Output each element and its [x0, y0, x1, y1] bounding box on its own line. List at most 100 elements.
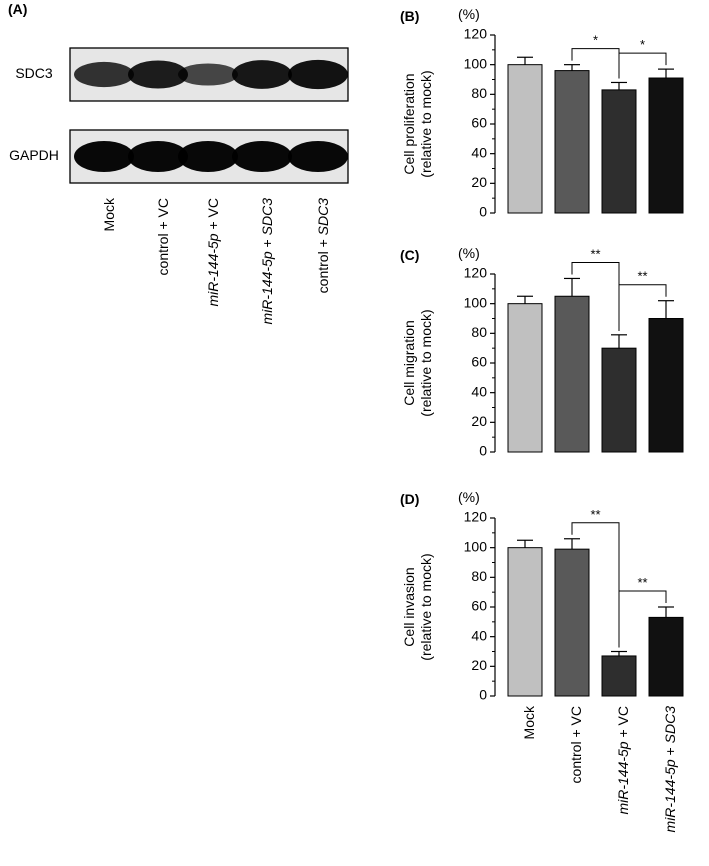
- blot-band: [178, 63, 238, 86]
- blot-sdc3: [69, 47, 349, 102]
- significance-bracket: [571, 522, 620, 648]
- chart-d: (D) (%) 0 20 40 60 80 100 120 Cell invasion(relat…: [400, 489, 684, 703]
- y-tick-label: 80: [471, 324, 487, 340]
- label-segment: +: [259, 235, 275, 251]
- label-segment: miR-144-5p: [205, 233, 221, 306]
- y-tick-label: 20: [471, 657, 487, 673]
- y-tick-label: 120: [464, 26, 488, 42]
- label-segment: + VC: [205, 198, 221, 233]
- label-segment: Mock: [521, 705, 537, 739]
- chart-b: (B) (%) 0 20 40 60 80 100 120 Cell proliferation(…: [400, 6, 684, 220]
- y-tick-label: 120: [464, 509, 488, 525]
- panel-label-a: (A): [8, 1, 27, 17]
- blot-band: [288, 140, 348, 173]
- bar: [507, 547, 543, 697]
- label-segment: SDC3: [315, 198, 331, 236]
- lane-label: control + SDC3: [315, 198, 331, 294]
- blot-band: [74, 61, 134, 88]
- panel-label: (C): [400, 247, 419, 263]
- panel-label: (B): [400, 8, 419, 24]
- y-tick-label: 80: [471, 85, 487, 101]
- bar: [601, 655, 637, 697]
- label-segment: Mock: [101, 197, 117, 231]
- significance-label: **: [590, 507, 600, 522]
- y-tick-label: 100: [464, 294, 488, 310]
- y-tick-label: 0: [479, 204, 487, 220]
- y-axis-label-line: (relative to mock): [418, 70, 434, 177]
- lane-label: miR-144-5p + SDC3: [259, 198, 275, 325]
- significance-label: **: [590, 246, 600, 261]
- blot-band: [128, 140, 188, 173]
- blot-band: [232, 140, 292, 173]
- x-tick-label: miR-144-5p + VC: [615, 706, 631, 815]
- x-tick-label: control + VC: [568, 706, 584, 783]
- y-tick-label: 120: [464, 265, 488, 281]
- significance-label: **: [637, 575, 647, 590]
- significance-label: *: [640, 37, 645, 52]
- bar: [648, 318, 684, 453]
- blot-band: [128, 60, 188, 89]
- y-tick-label: 60: [471, 115, 487, 131]
- label-segment: + VC: [615, 706, 631, 741]
- lane-label: control + VC: [155, 198, 171, 275]
- x-tick-label: miR-144-5p + SDC3: [662, 706, 678, 833]
- blot-band: [178, 140, 238, 173]
- y-axis-label-line: Cell migration: [401, 320, 417, 406]
- label-segment: miR-144-5p: [615, 741, 631, 814]
- y-tick-label: 20: [471, 413, 487, 429]
- bar: [507, 64, 543, 214]
- label-segment: control +: [315, 235, 331, 293]
- label-segment: +: [662, 743, 678, 759]
- y-tick-label: 60: [471, 598, 487, 614]
- bar: [507, 303, 543, 453]
- bar: [601, 89, 637, 214]
- y-tick-label: 0: [479, 687, 487, 703]
- significance-label: *: [593, 33, 598, 48]
- y-axis-label: Cell invasion(relative to mock): [401, 553, 434, 660]
- blot-label-gapdh: GAPDH: [9, 147, 59, 163]
- blot-gapdh: [69, 129, 349, 184]
- lane-label: miR-144-5p + VC: [205, 198, 221, 307]
- y-axis-label: Cell proliferation(relative to mock): [401, 70, 434, 177]
- y-axis-label-line: (relative to mock): [418, 553, 434, 660]
- bar: [554, 295, 590, 453]
- y-axis-label-line: (relative to mock): [418, 309, 434, 416]
- chart-c: (C) (%) 0 20 40 60 80 100 120 Cell migration(rela…: [400, 245, 684, 459]
- y-tick-label: 20: [471, 174, 487, 190]
- significance-label: **: [637, 269, 647, 284]
- label-segment: SDC3: [259, 198, 275, 236]
- y-tick-label: 0: [479, 443, 487, 459]
- x-tick-label: Mock: [521, 705, 537, 739]
- blot-label-sdc3: SDC3: [15, 65, 53, 81]
- y-tick-label: 40: [471, 383, 487, 399]
- y-tick-label: 100: [464, 538, 488, 554]
- y-tick-label: 40: [471, 627, 487, 643]
- significance-bracket: [618, 590, 667, 648]
- y-tick-label: 80: [471, 568, 487, 584]
- western-blot-panel: (A) SDC3 GAPDH Mock control + VC miR-144-5p +…: [8, 1, 349, 325]
- label-segment: miR-144-5p: [259, 251, 275, 324]
- significance-bracket: [618, 52, 667, 79]
- y-tick-label: 40: [471, 144, 487, 160]
- blot-band: [288, 59, 348, 90]
- bar: [554, 548, 590, 697]
- panel-label: (D): [400, 491, 419, 507]
- blot-band: [74, 140, 134, 173]
- unit-label: (%): [458, 489, 480, 505]
- label-segment: control + VC: [155, 198, 171, 275]
- bar: [648, 77, 684, 214]
- y-tick-label: 100: [464, 55, 488, 71]
- y-axis-label: Cell migration(relative to mock): [401, 309, 434, 416]
- bar: [554, 70, 590, 214]
- unit-label: (%): [458, 245, 480, 261]
- label-segment: control + VC: [568, 706, 584, 783]
- label-segment: miR-144-5p: [662, 759, 678, 832]
- y-axis-label-line: Cell proliferation: [401, 73, 417, 174]
- y-tick-label: 60: [471, 354, 487, 370]
- significance-bracket: [618, 284, 667, 331]
- bar: [648, 616, 684, 697]
- blot-band: [232, 60, 292, 89]
- label-segment: SDC3: [662, 706, 678, 744]
